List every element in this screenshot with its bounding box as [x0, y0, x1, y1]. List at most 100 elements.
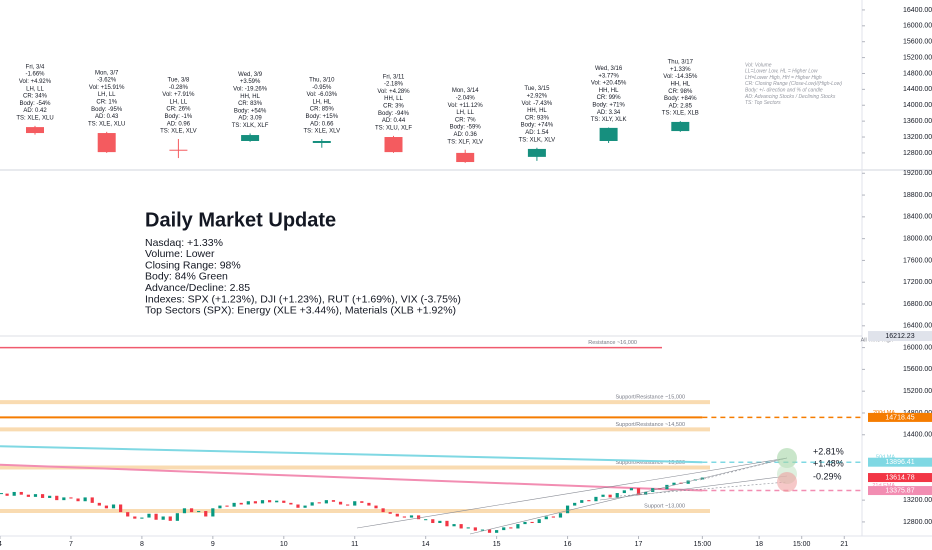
x-tick-label: 10: [280, 541, 288, 548]
y-tick-label: 14400.00: [903, 86, 932, 93]
y-tick-label: 18800.00: [903, 192, 932, 199]
intraday-candle: [275, 500, 279, 503]
intraday-candle: [388, 512, 392, 514]
intraday-candle: [530, 521, 534, 524]
day-stat: CR: 93%: [525, 115, 550, 121]
intraday-candle: [282, 500, 286, 503]
day-stat: TS: XLE, XLV: [160, 129, 197, 135]
intraday-candle: [424, 519, 428, 521]
intraday-candle: [69, 497, 73, 499]
day-stat: Body: +84%: [664, 96, 697, 102]
day-stat: -0.95%: [312, 85, 332, 91]
intraday-candle: [608, 494, 612, 498]
intraday-candle: [97, 502, 101, 506]
day-stat: Vol: +11.12%: [448, 103, 484, 109]
intraday-candle: [310, 502, 314, 506]
day-stat: CR: 98%: [668, 89, 693, 95]
y-tick-label: 16000.00: [903, 23, 932, 30]
intraday-candle: [260, 500, 265, 504]
intraday-candle: [111, 504, 116, 509]
intraday-candle: [253, 501, 258, 504]
intraday-candle: [565, 505, 570, 514]
summary-line: Nasdaq: +1.33%: [145, 237, 223, 249]
intraday-candle: [239, 502, 243, 505]
y-tick-label: 13200.00: [903, 497, 932, 504]
intraday-candle: [331, 500, 336, 502]
intraday-candle: [601, 494, 605, 497]
day-stat: Body: -94%: [378, 111, 410, 117]
day-stat: LH, LL: [98, 92, 116, 98]
day-stat: CR: 26%: [166, 107, 191, 113]
intraday-candle: [232, 502, 236, 507]
y-tick-label: 15200.00: [903, 388, 932, 395]
y-tick-label: 17600.00: [903, 257, 932, 264]
intraday-candle: [551, 516, 555, 518]
summary-line: Closing Range: 98%: [145, 259, 241, 271]
day-stat: Vol: +20.45%: [591, 81, 627, 87]
projection-marker: [777, 472, 797, 492]
intraday-candle: [367, 502, 371, 506]
intraday-candle: [5, 493, 9, 496]
intraday-candle: [353, 501, 357, 506]
y-tick-label: 14800.00: [903, 70, 932, 77]
price-tag: [868, 486, 932, 496]
intraday-candle: [40, 494, 45, 498]
x-tick-label: 8: [140, 541, 144, 548]
x-tick-label: 21: [840, 541, 848, 548]
summary-title: Daily Market Update: [145, 209, 336, 231]
day-stat: Body: -54%: [19, 101, 51, 107]
candle-body: [527, 148, 546, 157]
intraday-candle: [126, 512, 130, 517]
day-stat: Vol: +4.92%: [19, 79, 52, 85]
x-tick-label: 15:00: [694, 541, 712, 548]
level-label: Support/Resistance ~14,500: [615, 422, 685, 428]
level-label: Support ~13,000: [644, 503, 685, 509]
intraday-candle: [182, 508, 187, 514]
y-tick-label: 14000.00: [903, 102, 932, 109]
day-stat: AD: 0.42: [23, 108, 47, 114]
day-label: Tue, 3/15: [524, 86, 550, 92]
intraday-candle: [495, 530, 499, 533]
day-stat: TS: XLF, XLV: [447, 139, 483, 145]
intraday-candle: [346, 504, 350, 506]
summary-line: Body: 84% Green: [145, 271, 228, 283]
ath-value: 16212.23: [885, 333, 914, 340]
day-stat: HH, HL: [670, 82, 690, 88]
intraday-candle: [487, 529, 492, 533]
legend-line: LL=Lower Low, HL = Higher Low: [745, 69, 818, 75]
day-stat: CR: 83%: [238, 101, 263, 107]
day-stat: TS: XLU, XLF: [375, 125, 412, 131]
candle-body: [241, 135, 260, 141]
y-tick-label: 15600.00: [903, 39, 932, 46]
intraday-candle: [119, 504, 123, 513]
intraday-candle: [558, 513, 563, 518]
intraday-candle: [62, 497, 66, 501]
intraday-candle: [573, 502, 577, 506]
day-stat: CR: 7%: [455, 117, 476, 123]
intraday-candle: [303, 505, 307, 508]
day-stat: TS: XLK, XLV: [519, 137, 556, 143]
candle-body: [312, 140, 331, 143]
y-tick-label: 14400.00: [903, 432, 932, 439]
intraday-candle: [324, 500, 328, 504]
candle-body: [456, 152, 475, 163]
intraday-candle: [395, 513, 399, 517]
summary-line: Volume: Lower: [145, 248, 215, 260]
day-stat: Body: -1%: [165, 114, 193, 120]
y-tick-label: 17200.00: [903, 279, 932, 286]
trend-line: [469, 457, 788, 535]
intraday-candle: [636, 488, 641, 495]
intraday-candle: [19, 491, 23, 495]
day-stat: TS: XLE, XLU: [16, 115, 53, 121]
intraday-candle: [225, 505, 229, 507]
price-tag-value: 13375.87: [885, 487, 914, 494]
candle-body: [384, 137, 403, 153]
levels-layer: Resistance ~16,000 Support/Resistance ~15…: [0, 335, 862, 514]
intraday-candle: [445, 520, 449, 527]
y-tick-label: 13200.00: [903, 134, 932, 141]
level-label: Support/Resistance ~13,800: [615, 460, 685, 466]
day-stat: +3.77%: [598, 73, 619, 79]
legend-line: CR: Closing Range (Close-Low)/(High-Low): [745, 81, 842, 87]
